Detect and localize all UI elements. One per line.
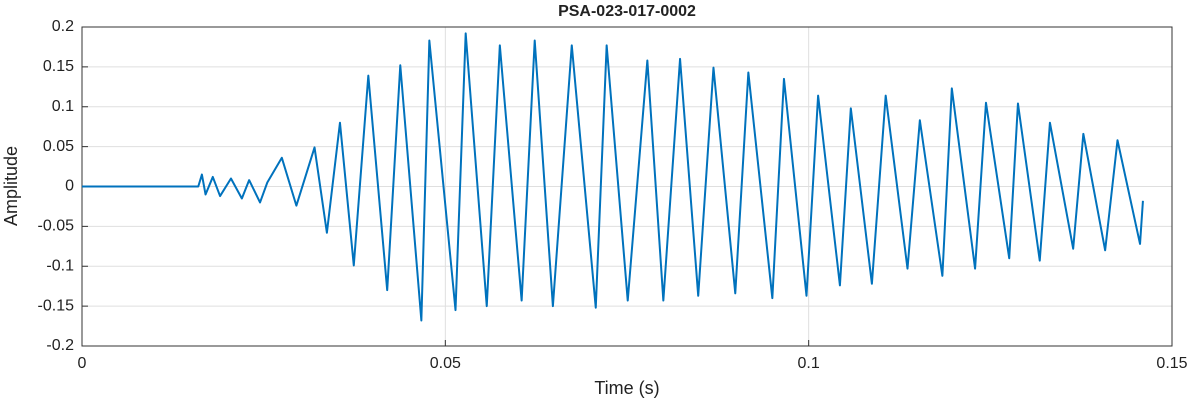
y-tick-label: 0.1	[52, 98, 74, 115]
waveform-line	[82, 32, 1144, 322]
y-tick-label: -0.05	[38, 218, 75, 235]
y-tick-label: -0.2	[46, 337, 74, 354]
x-tick-label: 0	[78, 355, 87, 372]
y-tick-label: 0.05	[43, 138, 74, 155]
x-tick-label: 0.15	[1156, 355, 1187, 372]
y-tick-label: -0.15	[38, 297, 75, 314]
y-tick-label: -0.1	[46, 257, 74, 274]
y-tick-label: 0	[65, 178, 74, 195]
x-tick-label: 0.1	[798, 355, 820, 372]
y-axis-label: Amplitude	[1, 146, 21, 226]
x-axis-label: Time (s)	[594, 378, 659, 398]
y-tick-label: 0.15	[43, 58, 74, 75]
y-tick-label: 0.2	[52, 18, 74, 35]
x-tick-label: 0.05	[430, 355, 461, 372]
chart-title: PSA-023-017-0002	[558, 3, 696, 20]
